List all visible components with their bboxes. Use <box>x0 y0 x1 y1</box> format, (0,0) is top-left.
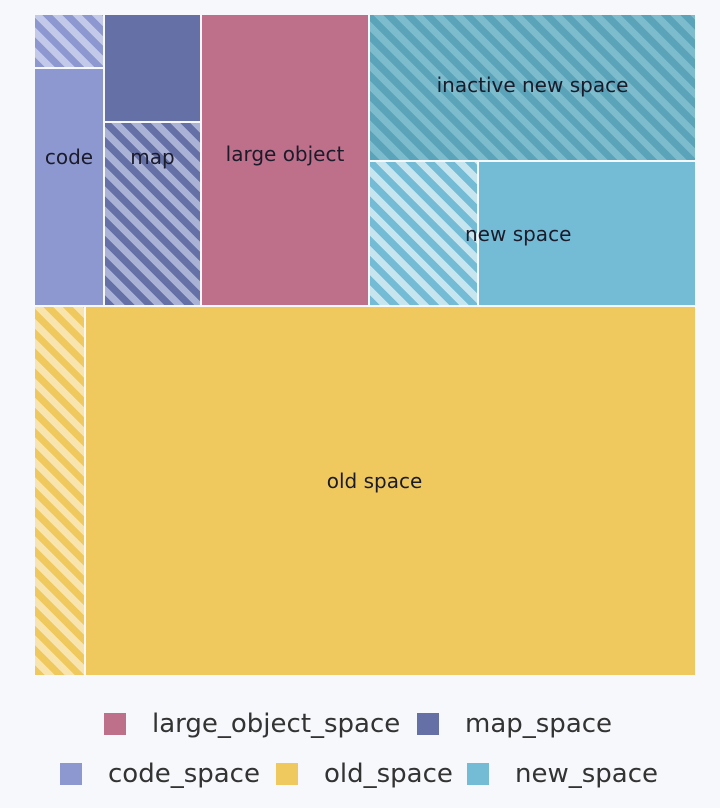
new-space-hatched-tile <box>370 162 477 305</box>
legend-item-map-space[interactable]: map_space <box>417 709 612 739</box>
legend-swatch <box>467 763 489 785</box>
legend-swatch <box>104 713 126 735</box>
code-space-tile: code <box>35 69 103 305</box>
legend-label: map_space <box>465 709 613 739</box>
map-space-hatched-tile: map <box>105 123 200 305</box>
tile-label-inactive-new-space: inactive new space <box>436 73 629 97</box>
legend-item-new-space[interactable]: new_space <box>467 759 658 789</box>
tile-label-new-space: new space <box>465 221 572 246</box>
new-space-tile: new space <box>465 162 695 305</box>
tile-label-code: code <box>44 145 94 169</box>
legend-label: new_space <box>515 759 659 789</box>
legend-item-old-space[interactable]: old_space <box>276 759 453 789</box>
old-space-hatched-tile <box>35 307 84 675</box>
old-space-tile: old space <box>86 307 695 675</box>
legend-swatch <box>417 713 439 735</box>
legend-label: large_object_space <box>152 709 401 739</box>
legend-swatch <box>276 763 298 785</box>
legend-label: old_space <box>324 759 453 789</box>
tile-label-old-space: old space <box>326 469 423 493</box>
tile-label-map: map <box>130 145 175 169</box>
map-space-tile <box>105 15 200 121</box>
legend-swatch <box>60 763 82 785</box>
code-space-hatched-tile <box>35 15 103 67</box>
legend-label: code_space <box>108 759 260 789</box>
tile-label-large-object: large object <box>225 142 345 166</box>
legend-item-large-object-space[interactable]: large_object_space <box>104 709 400 739</box>
legend-item-code-space[interactable]: code_space <box>60 759 260 789</box>
large-object-space-tile: large object <box>202 15 368 305</box>
inactive-new-space-tile: inactive new space <box>370 15 695 160</box>
